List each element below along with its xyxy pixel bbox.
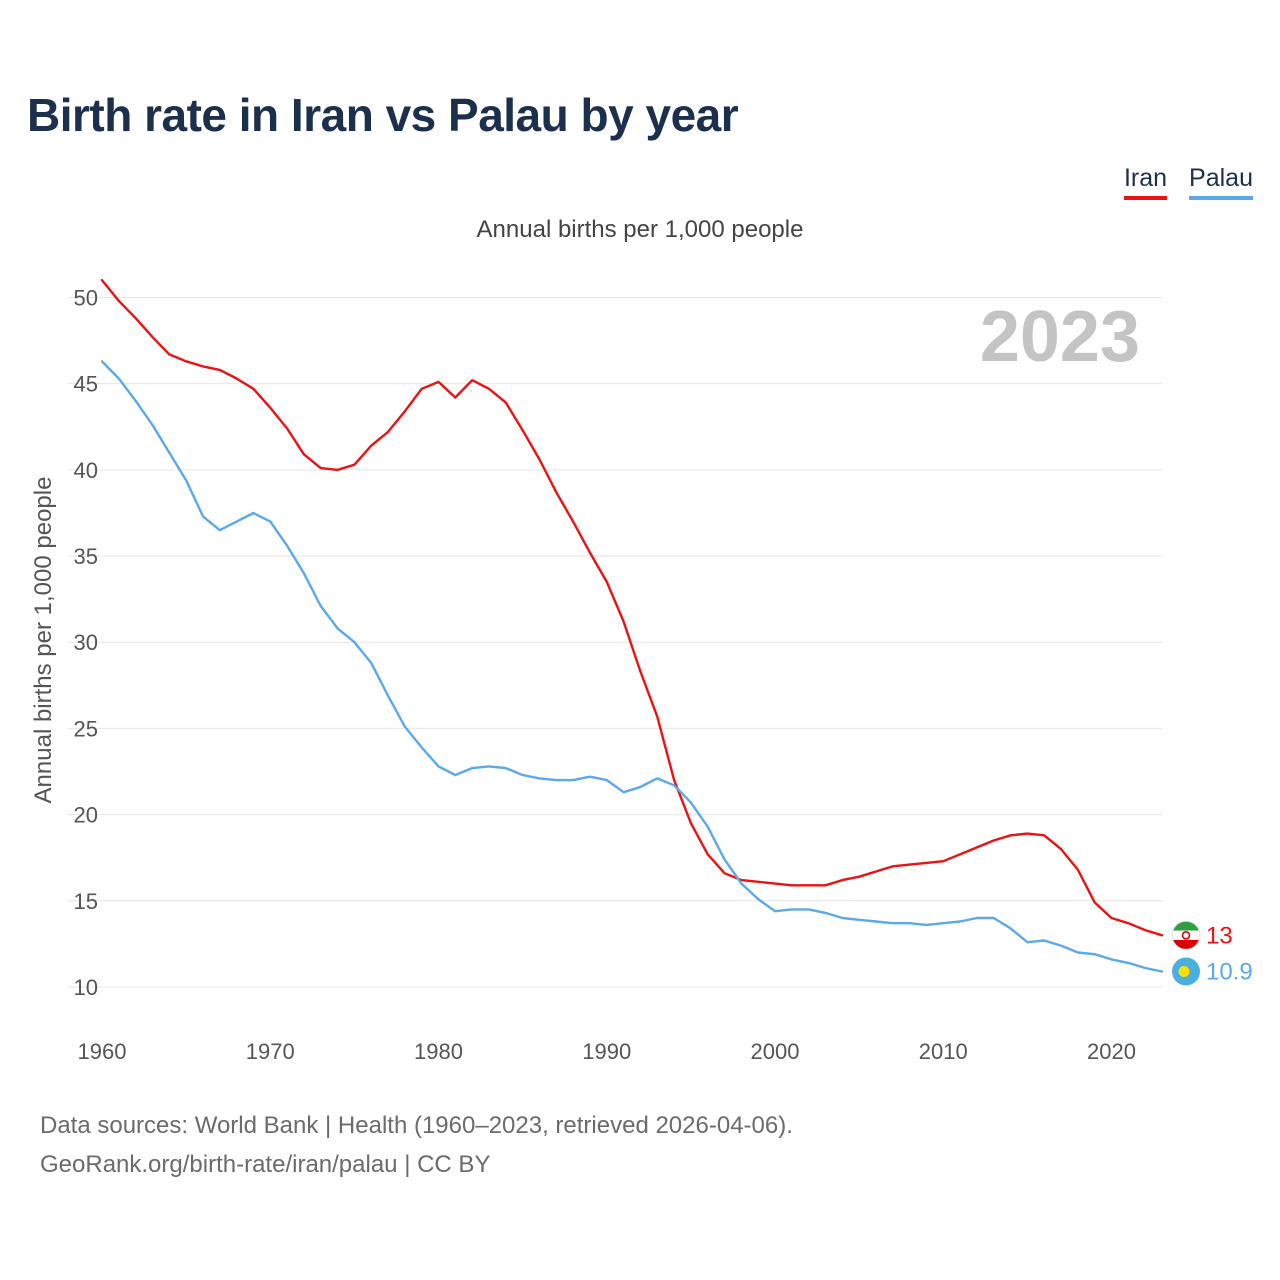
x-tick-label: 2010 [919,1039,968,1064]
y-tick-label: 25 [74,716,98,741]
x-tick-label: 2000 [751,1039,800,1064]
x-axis-ticks: 1960 1970 1980 1990 2000 2010 2020 [78,1039,1136,1064]
series-line-iran[interactable] [100,279,1164,937]
x-tick-label: 1990 [582,1039,631,1064]
series-lines [100,279,1164,973]
year-watermark: 2023 [980,297,1140,377]
series-line-palau[interactable] [100,360,1164,973]
x-tick-label: 1970 [246,1039,295,1064]
x-tick-label: 2020 [1087,1039,1136,1064]
x-tick-label: 1960 [78,1039,127,1064]
chart-title: Birth rate in Iran vs Palau by year [27,89,739,141]
y-tick-label: 35 [74,544,98,569]
gridlines [68,296,1162,988]
chart-subtitle: Annual births per 1,000 people [476,216,804,243]
legend-item-iran[interactable]: Iran [1123,164,1168,200]
end-value-palau: 10.9 [1206,958,1253,985]
y-axis-label: Annual births per 1,000 people [30,477,57,804]
y-tick-label: 30 [74,630,98,655]
y-tick-label: 15 [74,889,98,914]
end-value-iran: 13 [1206,922,1233,949]
iran-flag-icon [1171,920,1201,950]
y-tick-label: 45 [74,372,98,397]
y-tick-label: 40 [74,458,98,483]
y-tick-label: 10 [74,975,98,1000]
y-tick-label: 20 [74,803,98,828]
y-axis-ticks: 10 15 20 25 30 35 40 45 50 [74,285,98,1000]
y-tick-label: 50 [74,285,98,310]
x-tick-label: 1980 [414,1039,463,1064]
legend: Iran Palau [1123,164,1253,200]
source-line-2[interactable]: GeoRank.org/birth-rate/iran/palau | CC B… [40,1151,491,1178]
palau-flag-icon [1172,957,1200,986]
series-end-markers: 13 10.9 [1171,920,1253,986]
legend-item-palau[interactable]: Palau [1189,164,1253,200]
source-note: Data sources: World Bank | Health (1960–… [40,1106,793,1184]
source-line-1: Data sources: World Bank | Health (1960–… [40,1112,793,1139]
